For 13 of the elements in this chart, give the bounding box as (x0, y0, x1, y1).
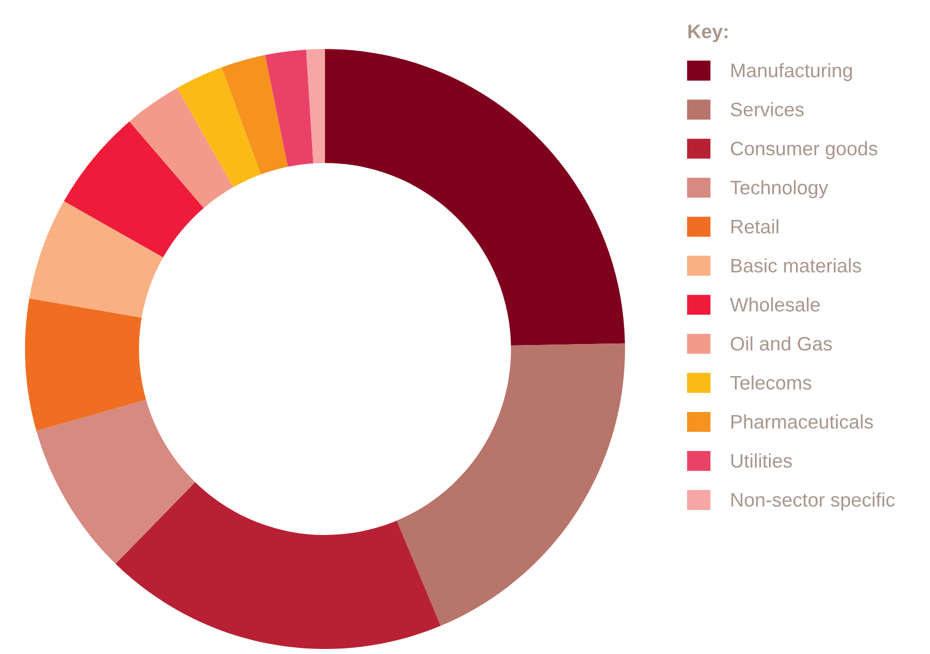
legend-label: Services (730, 102, 804, 116)
legend-label: Utilities (731, 453, 792, 468)
legend-label: Manufacturing (731, 63, 852, 82)
legend-label: Oil and Gas (730, 336, 832, 351)
legend-title: Key: (688, 24, 728, 42)
legend-label: Telecoms (730, 375, 812, 390)
legend-label: Pharmaceuticals (731, 414, 873, 429)
legend-label: Retail (731, 219, 778, 234)
legend-label: Basic materials (731, 258, 862, 273)
legend-label: Non-sector specific (731, 492, 895, 511)
legend-label: Wholesale (730, 297, 820, 312)
legend-label: Consumer goods (730, 141, 878, 160)
legend-label: Technology (730, 180, 828, 198)
